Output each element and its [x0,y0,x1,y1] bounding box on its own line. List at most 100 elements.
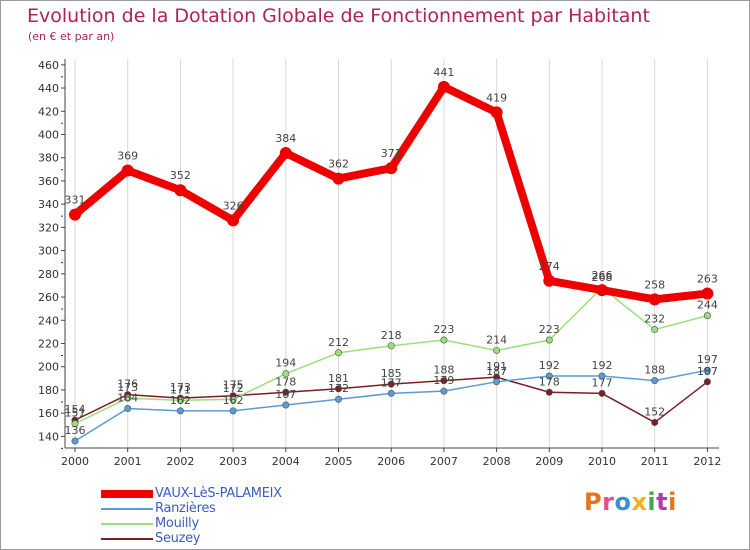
y-tick-label: 180 [38,384,59,397]
data-label: 136 [65,424,86,437]
chart-subtitle: (en € et par an) [28,30,115,43]
data-label: 167 [275,388,296,401]
data-point [703,312,711,320]
data-label: 212 [328,336,349,349]
legend-label: Ranzières [155,501,216,516]
data-point [124,394,132,402]
data-point [440,336,448,344]
x-tick-label: 2008 [483,455,511,468]
x-tick-label: 2010 [588,455,616,468]
data-label: 181 [328,372,349,385]
data-point [545,336,553,344]
brand-letter: o [614,488,632,516]
legend-label: Mouilly [155,516,199,531]
legend-swatch [101,538,153,540]
data-label: 419 [486,91,507,104]
x-tick-label: 2002 [166,455,194,468]
data-label: 258 [644,278,665,291]
y-tick-label: 240 [38,314,59,327]
x-tick-label: 2000 [61,455,89,468]
x-tick-label: 2005 [325,455,353,468]
data-point [437,80,450,93]
data-label: 192 [539,359,560,372]
y-tick-label: 280 [38,268,59,281]
data-label: 188 [644,364,665,377]
data-point [440,387,448,395]
data-label: 178 [539,375,560,388]
brand-letter: t [656,488,669,516]
data-point [71,437,79,445]
x-tick-label: 2009 [535,455,563,468]
data-label: 177 [381,376,402,389]
data-label: 179 [433,374,454,387]
y-tick-label: 380 [38,152,59,165]
data-point [493,378,501,386]
data-label: 352 [170,169,191,182]
data-point [703,366,711,374]
data-label: 173 [117,381,138,394]
data-label: 441 [433,66,454,79]
y-tick-label: 140 [38,430,59,443]
data-point [279,147,292,160]
data-label: 194 [275,357,296,370]
y-tick-label: 400 [38,128,59,141]
x-tick-label: 2001 [114,455,142,468]
y-tick-label: 320 [38,221,59,234]
data-label: 177 [592,376,613,389]
data-point [440,377,448,385]
y-tick-label: 340 [38,198,59,211]
y-tick-label: 440 [38,82,59,95]
legend-swatch [101,490,153,498]
y-tick-label: 300 [38,245,59,258]
data-label: 232 [644,313,665,326]
brand-letter: P [584,488,603,516]
data-label: 362 [328,158,349,171]
data-point [543,274,556,287]
brand-logo: Proxiti [584,488,677,516]
data-point [545,372,553,380]
data-point [229,395,237,403]
data-label: 191 [486,360,507,373]
data-point [545,388,553,396]
series-ranzi-res [71,366,711,445]
data-point [227,214,240,227]
data-label: 326 [223,199,244,212]
legend-label: Seuzey [155,531,201,546]
data-point [176,396,184,404]
brand-letter: i [647,488,657,516]
plot-area [65,59,719,448]
data-label: 274 [539,260,560,273]
legend-swatch [101,508,153,510]
data-point [490,106,503,119]
data-label: 192 [592,359,613,372]
data-label: 268 [592,271,613,284]
x-tick-label: 2007 [430,455,458,468]
data-point [651,418,659,426]
data-point [598,372,606,380]
data-label: 371 [381,147,402,160]
data-point [229,407,237,415]
data-label: 369 [117,149,138,162]
data-label: 223 [539,323,560,336]
data-label: 188 [433,364,454,377]
data-point [701,287,714,300]
legend-swatch [101,523,153,525]
x-tick-label: 2003 [219,455,247,468]
brand-letter: i [668,488,677,516]
data-label: 175 [223,379,244,392]
y-tick-label: 420 [38,105,59,118]
data-point [598,389,606,397]
data-point [651,377,659,385]
data-label: 154 [65,403,86,416]
data-label: 178 [275,375,296,388]
data-label: 331 [65,194,86,207]
data-point [387,389,395,397]
x-tick-label: 2004 [272,455,300,468]
data-point [69,208,81,221]
data-label: 185 [381,367,402,380]
data-label: 172 [328,382,349,395]
data-point [334,395,342,403]
data-point [176,407,184,415]
brand-letter: r [602,488,615,516]
